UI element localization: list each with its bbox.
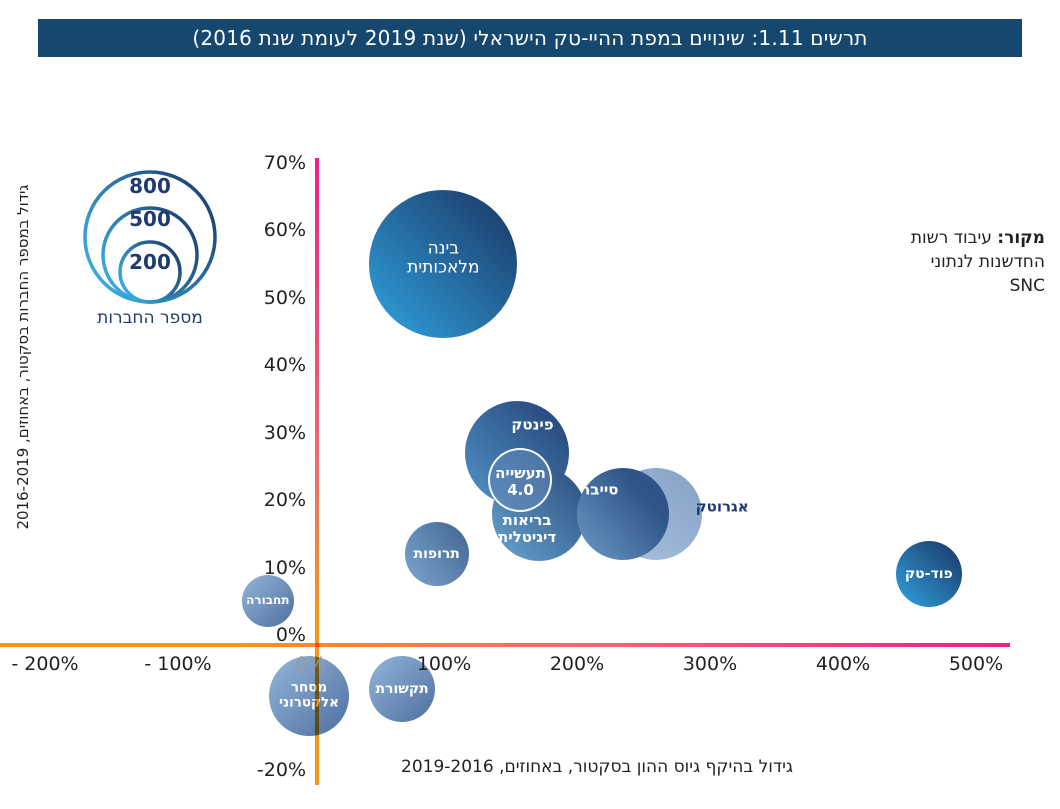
bubble-label-digital-health: בריאות דיגיטלית	[497, 510, 557, 546]
legend-caption: מספר החברות	[97, 308, 203, 328]
y-tick-label: 0%	[275, 624, 306, 646]
x-tick-label: 100%	[416, 653, 472, 675]
bubble-label-line: תחבורה	[246, 593, 290, 608]
bubble-cyber: סייבר	[576, 467, 669, 560]
bubble-ai: בינה מלאכותית	[369, 189, 518, 338]
bubble-label-line: מסחר	[290, 679, 328, 696]
chart-title-bar: תרשים 1.11: שינויים במפת ההיי-טק הישראלי…	[38, 19, 1022, 57]
x-tick-label: - 100%	[144, 653, 212, 675]
y-tick-label: 40%	[263, 354, 306, 376]
legend-circles	[83, 170, 217, 304]
source-line-3: SNC	[1009, 276, 1045, 296]
x-tick-label: 400%	[815, 653, 871, 675]
bubble-label-line: תרופות	[413, 545, 460, 562]
bubble-label-pharma: תרופות	[414, 546, 460, 562]
legend-size-800: 800	[129, 174, 171, 198]
x-tick-label: 200%	[549, 653, 605, 675]
y-tick-label: 30%	[263, 421, 306, 444]
bubble-label-fintech: פינטק	[511, 415, 554, 434]
chart-title: תרשים 1.11: שינויים במפת ההיי-טק הישראלי…	[192, 26, 868, 50]
bubble-industry40: תעשייה 4.0	[488, 447, 553, 512]
source-label: מקור:	[997, 228, 1045, 248]
bubble-label-line: אלקטרוני	[279, 694, 339, 711]
bubble-label-ecommerce: מסחר אלקטרוני	[279, 680, 339, 711]
y-axis-line	[315, 158, 319, 785]
legend-size-500: 500	[129, 207, 171, 231]
bubble-label-line: בינה	[427, 238, 460, 259]
source-note: מקור: עיבוד רשות החדשנות לנתוני SNC	[875, 226, 1045, 298]
bubble-transportation: תחבורה	[241, 575, 294, 628]
bubble-pharma: תרופות	[404, 522, 469, 586]
y-axis-title: גידול במספר החברות בסקטור, באחוזים, 2016…	[14, 184, 32, 530]
bubble-label-line: תקשורת	[375, 680, 429, 697]
bubble-ecommerce: מסחר אלקטרוני	[269, 655, 350, 736]
bubble-label-line: דיגיטלית	[497, 527, 557, 546]
source-line-2: החדשנות לנתוני	[930, 252, 1045, 272]
bubble-label-line: אגרוטק	[695, 496, 749, 515]
bubble-communications: תקשורת	[369, 656, 436, 722]
y-tick-label: 20%	[263, 489, 306, 511]
bubble-label-line: סייבר	[581, 479, 619, 498]
bubble-size-legend: 800 500 200	[78, 164, 228, 316]
bubble-label-industry40: תעשייה 4.0	[495, 463, 546, 500]
y-tick-label: 60%	[263, 219, 306, 241]
bubble-label-line: מלאכותית	[407, 257, 480, 278]
x-tick-label: 300%	[682, 653, 738, 675]
x-axis-title: גידול בהיקף גיוס ההון בסקטור, באחוזים, 2…	[401, 757, 793, 777]
legend-size-200: 200	[129, 250, 171, 274]
y-tick-label: 50%	[263, 286, 306, 309]
y-tick-label: 70%	[263, 151, 306, 174]
bubble-label-cyber: סייבר	[581, 479, 619, 498]
bubble-label-line: תעשייה	[495, 463, 546, 482]
bubble-label-transportation: תחבורה	[246, 594, 289, 608]
bubble-label-line: פינטק	[511, 415, 554, 434]
bubble-label-ai: בינה מלאכותית	[407, 239, 479, 278]
bubble-label-line: 4.0	[507, 480, 534, 499]
y-tick-label: 10%	[263, 556, 306, 579]
bubble-label-communications: תקשורת	[375, 681, 428, 697]
x-tick-label: - 200%	[11, 653, 79, 675]
x-axis-line	[0, 643, 1010, 647]
bubble-label-line: פוד-טק	[904, 566, 953, 583]
source-line-1: מקור: עיבוד רשות	[875, 226, 1045, 250]
bubble-label-foodtech: פוד-טק	[905, 566, 953, 582]
y-tick-label: -20%	[256, 759, 306, 781]
bubble-label-agrotech: אגרוטק	[695, 496, 749, 515]
source-line-1-text: עיבוד רשות	[910, 228, 998, 248]
x-tick-label: 500%	[948, 653, 1004, 675]
x-tick-label: 0%	[295, 653, 327, 675]
bubble-label-line: בריאות	[502, 510, 552, 529]
legend-circle-200	[118, 240, 182, 304]
bubble-foodtech: פוד-טק	[895, 541, 962, 608]
